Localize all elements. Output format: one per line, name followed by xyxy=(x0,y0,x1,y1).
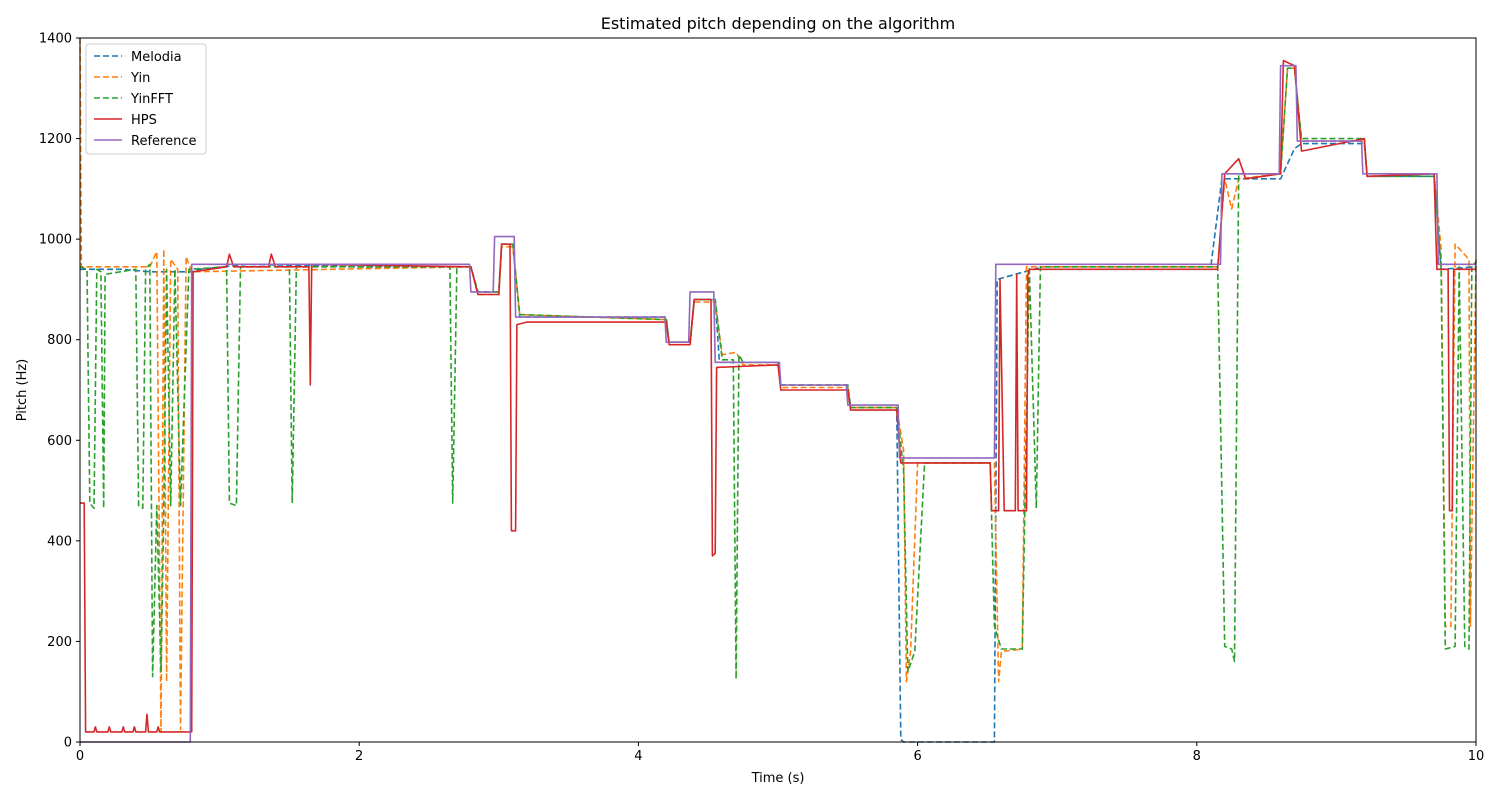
x-axis-label: Time (s) xyxy=(751,771,805,786)
chart-title: Estimated pitch depending on the algorit… xyxy=(601,14,956,33)
x-tick-label: 2 xyxy=(355,749,363,764)
series-line-reference xyxy=(80,64,1476,743)
y-axis-label: Pitch (Hz) xyxy=(15,359,30,422)
y-tick-label: 400 xyxy=(47,534,72,549)
y-tick-label: 200 xyxy=(47,635,72,650)
legend-label-melodia: Melodia xyxy=(131,50,182,65)
plot-area xyxy=(79,37,1477,743)
x-axis: 0 2 4 6 8 10 xyxy=(76,742,1484,764)
legend-label-reference: Reference xyxy=(131,134,196,149)
y-tick-label: 1400 xyxy=(39,32,72,47)
x-tick-label: 4 xyxy=(634,749,642,764)
series-line-yinfft xyxy=(79,67,1477,680)
series-line-melodia xyxy=(80,142,1477,743)
y-tick-label: 800 xyxy=(47,333,72,348)
legend-label-yinfft: YinFFT xyxy=(130,92,173,107)
legend-label-yin: Yin xyxy=(130,71,150,86)
legend-label-hps: HPS xyxy=(131,113,157,128)
y-axis: 0 200 400 600 800 1000 1200 1400 xyxy=(39,32,80,751)
x-tick-label: 6 xyxy=(913,749,921,764)
y-tick-label: 0 xyxy=(64,736,72,751)
series-line-yin xyxy=(79,37,1477,733)
x-tick-label: 8 xyxy=(1193,749,1201,764)
legend-box xyxy=(85,43,207,155)
plot-frame xyxy=(79,37,1477,743)
x-tick-label: 0 xyxy=(76,749,84,764)
legend: Melodia Yin YinFFT HPS Reference xyxy=(85,43,207,155)
y-tick-label: 1000 xyxy=(39,233,72,248)
y-tick-label: 1200 xyxy=(39,132,72,147)
x-tick-label: 10 xyxy=(1468,749,1485,764)
series-line-hps xyxy=(80,59,1476,733)
y-tick-label: 600 xyxy=(47,434,72,449)
